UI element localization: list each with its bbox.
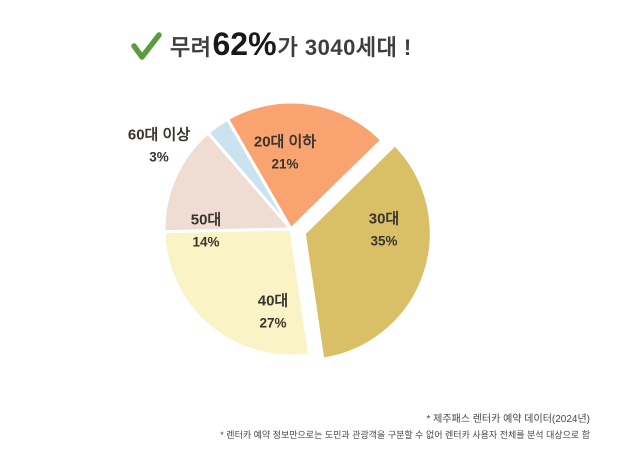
title-highlight: 62% bbox=[212, 26, 277, 62]
pie-slice-1 bbox=[302, 143, 433, 361]
footnotes: * 제주패스 렌터카 예약 데이터(2024년) * 렌터카 예약 정보만으로는… bbox=[220, 410, 590, 441]
footnote-source: * 제주패스 렌터카 예약 데이터(2024년) bbox=[426, 414, 590, 425]
pie-slice-3 bbox=[162, 131, 293, 234]
title-suffix: 가 3040세대 ! bbox=[277, 35, 412, 60]
checkmark-icon bbox=[130, 32, 162, 67]
pie-slice-2 bbox=[162, 227, 312, 358]
page-title: 무려 62% 가 3040세대 ! bbox=[130, 26, 412, 63]
footnote-method: * 렌터카 예약 정보만으로는 도민과 관광객을 구분할 수 없어 렌터카 사용… bbox=[220, 430, 590, 440]
pie-slice-0 bbox=[226, 100, 384, 231]
title-prefix: 무려 bbox=[170, 35, 212, 60]
pie-slice-4 bbox=[206, 117, 293, 231]
